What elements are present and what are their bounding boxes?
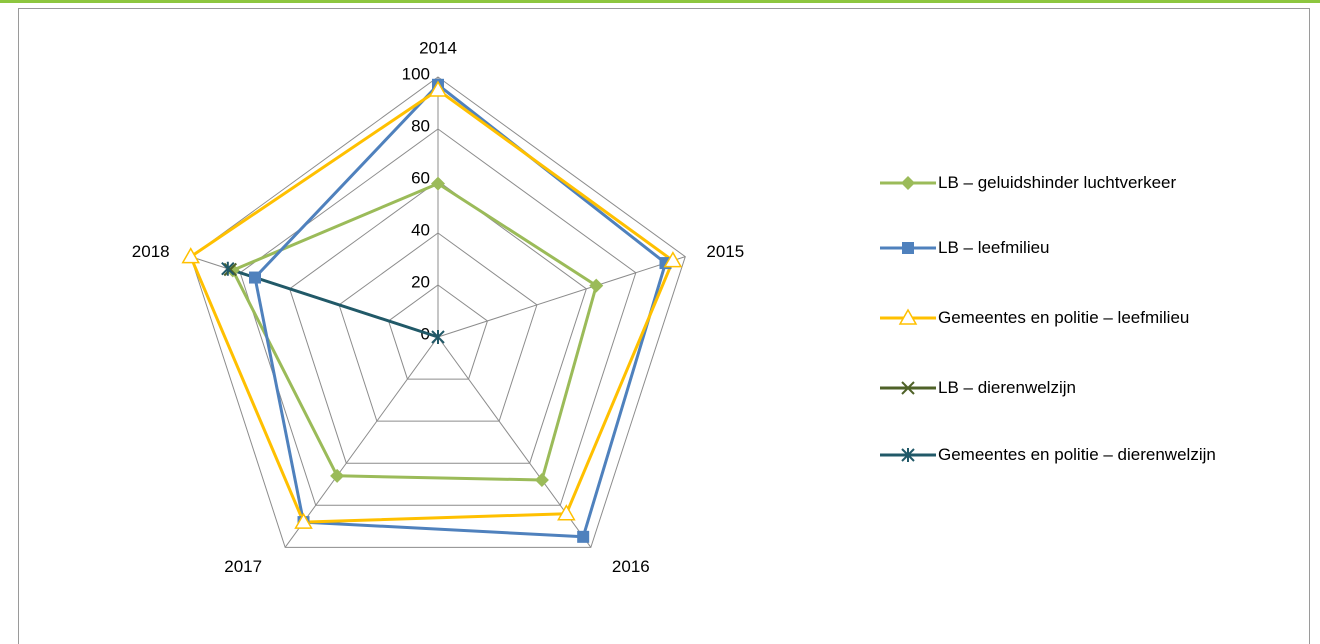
data-point	[577, 530, 590, 543]
grid-ring	[190, 76, 686, 548]
legend-marker	[901, 176, 915, 190]
data-point	[249, 271, 262, 284]
category-label: 2016	[612, 557, 650, 576]
data-point	[589, 278, 604, 293]
category-label: 2015	[706, 242, 744, 261]
data-point	[428, 80, 448, 97]
grid-ring	[239, 128, 637, 506]
data-point	[330, 468, 345, 483]
data-point	[534, 473, 549, 488]
legend-label: LB – dierenwelzijn	[938, 378, 1076, 397]
legend-label: LB – leefmilieu	[938, 238, 1050, 257]
legend-marker	[901, 381, 915, 395]
data-point	[663, 251, 683, 268]
data-point	[431, 176, 445, 191]
series-line	[227, 267, 439, 339]
data-point	[557, 504, 576, 521]
legend-marker	[902, 242, 914, 254]
data-point	[221, 261, 235, 276]
axis-spoke	[437, 256, 686, 338]
axis-spoke	[284, 336, 439, 548]
y-tick-label: 20	[411, 272, 430, 291]
y-tick-label: 100	[402, 64, 430, 83]
data-point	[181, 247, 201, 264]
legend-marker	[901, 448, 915, 462]
data-point	[431, 330, 445, 344]
legend-label: Gemeentes en politie – dierenwelzijn	[938, 445, 1216, 464]
series-line	[231, 182, 598, 482]
category-label: 2017	[224, 557, 262, 576]
grid-ring	[289, 180, 587, 464]
legend-label: LB – geluidshinder luchtverkeer	[938, 173, 1177, 192]
y-tick-label: 40	[411, 220, 430, 239]
data-point	[223, 262, 237, 277]
legend-marker	[898, 308, 918, 325]
series-line	[189, 88, 675, 524]
grid-ring	[338, 232, 538, 422]
chart-frame	[18, 8, 1310, 644]
legend-label: Gemeentes en politie – leefmilieu	[938, 308, 1190, 327]
grid-ring	[387, 284, 489, 380]
category-label: 2018	[132, 242, 170, 261]
y-tick-label: 80	[411, 116, 430, 135]
data-point	[294, 512, 313, 529]
category-label: 2014	[419, 38, 457, 57]
series-line	[253, 83, 667, 539]
top-band	[0, 0, 1320, 3]
y-tick-label: 60	[411, 168, 430, 187]
